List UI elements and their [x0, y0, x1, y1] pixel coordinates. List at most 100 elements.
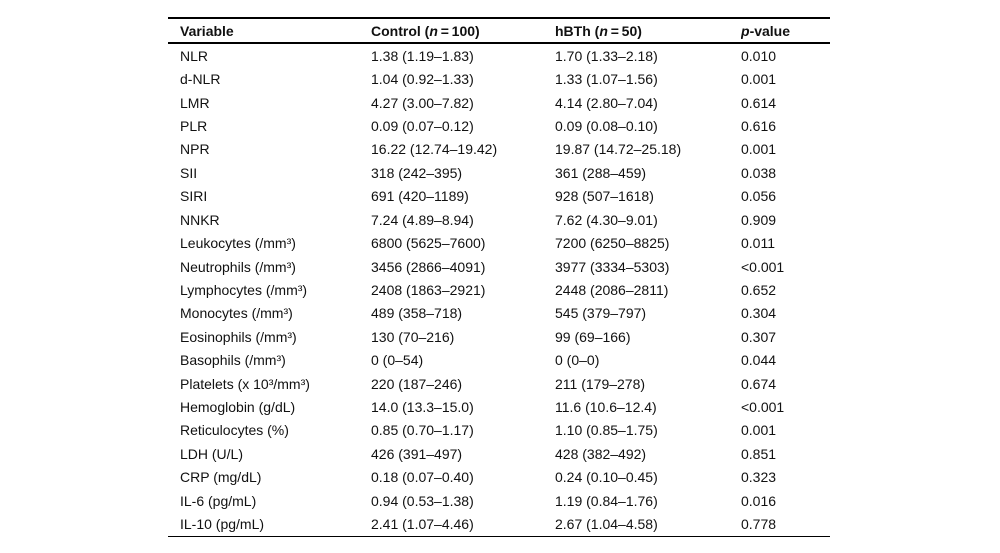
hbth-value-cell: 211 (179–278) — [555, 375, 646, 392]
column-header-variable: Variable — [180, 23, 371, 39]
variable-cell: Reticulocytes (%) — [180, 422, 289, 439]
pvalue-cell: 0.056 — [741, 188, 777, 205]
control-value-cell: 1.38 (1.19–1.83) — [371, 47, 474, 64]
table-row: NPR 16.22 (12.74–19.42) 19.87 (14.72–25.… — [168, 138, 830, 161]
table-row: Hemoglobin (g/dL) 14.0 (13.3–15.0) 11.6 … — [168, 395, 830, 418]
table-row: LMR 4.27 (3.00–7.82) 4.14 (2.80–7.04) 0.… — [168, 91, 830, 114]
table-row: Eosinophils (/mm³) 130 (70–216) 99 (69–1… — [168, 325, 830, 348]
control-value-cell: 130 (70–216) — [371, 328, 455, 345]
pvalue-cell: 0.674 — [741, 375, 777, 392]
control-value-cell: 14.0 (13.3–15.0) — [371, 399, 474, 416]
header-text: hBTh ( — [555, 22, 600, 39]
table-row: CRP (mg/dL) 0.18 (0.07–0.40) 0.24 (0.10–… — [168, 466, 830, 489]
hbth-value-cell: 0.09 (0.08–0.10) — [555, 117, 658, 134]
variable-cell: SIRI — [180, 188, 208, 205]
hbth-value-cell: 545 (379–797) — [555, 305, 647, 322]
table-row: Lymphocytes (/mm³) 2408 (1863–2921) 2448… — [168, 278, 830, 301]
hbth-value-cell: 4.14 (2.80–7.04) — [555, 94, 658, 111]
pvalue-cell: <0.001 — [741, 258, 785, 275]
header-italic-text: n — [599, 22, 608, 39]
hbth-value-cell: 11.6 (10.6–12.4) — [555, 399, 657, 416]
header-text: Control ( — [371, 22, 430, 39]
hbth-value-cell: 7200 (6250–8825) — [555, 235, 670, 252]
hbth-value-cell: 1.10 (0.85–1.75) — [555, 422, 658, 439]
control-value-cell: 7.24 (4.89–8.94) — [371, 211, 474, 228]
table-row: Neutrophils (/mm³) 3456 (2866–4091) 3977… — [168, 255, 830, 278]
column-header-pvalue: p-value — [741, 23, 830, 39]
hbth-value-cell: 0 (0–0) — [555, 352, 600, 369]
control-value-cell: 0.09 (0.07–0.12) — [371, 117, 474, 134]
pvalue-cell: 0.001 — [741, 71, 777, 88]
pvalue-cell: 0.778 — [741, 516, 777, 533]
pvalue-cell: 0.307 — [741, 328, 777, 345]
variable-cell: Leukocytes (/mm³) — [180, 235, 296, 252]
pvalue-cell: 0.016 — [741, 492, 777, 509]
table-row: d-NLR 1.04 (0.92–1.33) 1.33 (1.07–1.56) … — [168, 67, 830, 90]
hbth-value-cell: 1.70 (1.33–2.18) — [555, 47, 658, 64]
variable-cell: LMR — [180, 94, 210, 111]
header-italic-text: n — [429, 22, 438, 39]
pvalue-cell: <0.001 — [741, 399, 785, 416]
pvalue-cell: 0.001 — [741, 141, 777, 158]
variable-cell: Neutrophils (/mm³) — [180, 258, 296, 275]
pvalue-cell: 0.909 — [741, 211, 777, 228]
hbth-value-cell: 361 (288–459) — [555, 164, 647, 181]
table-row: IL-10 (pg/mL) 2.41 (1.07–4.46) 2.67 (1.0… — [168, 512, 830, 535]
variable-cell: CRP (mg/dL) — [180, 469, 262, 486]
hbth-value-cell: 7.62 (4.30–9.01) — [555, 211, 658, 228]
hbth-value-cell: 2448 (2086–2811) — [555, 281, 669, 298]
table-row: Platelets (x 10³/mm³) 220 (187–246) 211 … — [168, 372, 830, 395]
control-value-cell: 1.04 (0.92–1.33) — [371, 71, 474, 88]
control-value-cell: 489 (358–718) — [371, 305, 463, 322]
control-value-cell: 426 (391–497) — [371, 445, 463, 462]
pvalue-cell: 0.001 — [741, 422, 777, 439]
variable-cell: PLR — [180, 117, 208, 134]
variable-cell: IL-10 (pg/mL) — [180, 516, 265, 533]
variable-cell: SII — [180, 164, 198, 181]
variable-cell: NLR — [180, 47, 209, 64]
table-row: IL-6 (pg/mL) 0.94 (0.53–1.38) 1.19 (0.84… — [168, 489, 830, 512]
table-row: SII 318 (242–395) 361 (288–459) 0.038 — [168, 161, 830, 184]
control-value-cell: 318 (242–395) — [371, 164, 463, 181]
header-text: = 100) — [437, 22, 480, 39]
hbth-value-cell: 428 (382–492) — [555, 445, 647, 462]
variable-cell: Eosinophils (/mm³) — [180, 328, 297, 345]
pvalue-cell: 0.616 — [741, 117, 777, 134]
control-value-cell: 3456 (2866–4091) — [371, 258, 486, 275]
variable-cell: NNKR — [180, 211, 220, 228]
hbth-value-cell: 1.19 (0.84–1.76) — [555, 492, 658, 509]
variable-cell: IL-6 (pg/mL) — [180, 492, 257, 509]
variable-cell: LDH (U/L) — [180, 445, 244, 462]
table-body: NLR 1.38 (1.19–1.83) 1.70 (1.33–2.18) 0.… — [168, 44, 830, 537]
table-row: Leukocytes (/mm³) 6800 (5625–7600) 7200 … — [168, 231, 830, 254]
control-value-cell: 16.22 (12.74–19.42) — [371, 141, 498, 158]
table-row: NNKR 7.24 (4.89–8.94) 7.62 (4.30–9.01) 0… — [168, 208, 830, 231]
table-row: Monocytes (/mm³) 489 (358–718) 545 (379–… — [168, 302, 830, 325]
hbth-value-cell: 0.24 (0.10–0.45) — [555, 469, 658, 486]
control-value-cell: 4.27 (3.00–7.82) — [371, 94, 474, 111]
table-row: Basophils (/mm³) 0 (0–54) 0 (0–0) 0.044 — [168, 348, 830, 371]
variable-cell: Monocytes (/mm³) — [180, 305, 293, 322]
header-italic-text: p — [741, 22, 750, 39]
control-value-cell: 6800 (5625–7600) — [371, 235, 486, 252]
header-text: = 50) — [607, 22, 642, 39]
header-text: -value — [749, 22, 791, 39]
hbth-value-cell: 2.67 (1.04–4.58) — [555, 516, 658, 533]
table-header-row: Variable Control (n = 100) hBTh (n = 50)… — [168, 17, 830, 44]
control-value-cell: 220 (187–246) — [371, 375, 463, 392]
table-row: NLR 1.38 (1.19–1.83) 1.70 (1.33–2.18) 0.… — [168, 44, 830, 67]
hbth-value-cell: 99 (69–166) — [555, 328, 631, 345]
control-value-cell: 0.94 (0.53–1.38) — [371, 492, 474, 509]
column-header-hbth: hBTh (n = 50) — [555, 23, 741, 39]
pvalue-cell: 0.011 — [741, 235, 775, 252]
hbth-value-cell: 19.87 (14.72–25.18) — [555, 141, 682, 158]
control-value-cell: 0.18 (0.07–0.40) — [371, 469, 474, 486]
pvalue-cell: 0.044 — [741, 352, 777, 369]
pvalue-cell: 0.038 — [741, 164, 777, 181]
pvalue-cell: 0.614 — [741, 94, 777, 111]
control-value-cell: 691 (420–1189) — [371, 188, 469, 205]
pvalue-cell: 0.851 — [741, 445, 777, 462]
variable-cell: d-NLR — [180, 71, 221, 88]
table-row: SIRI 691 (420–1189) 928 (507–1618) 0.056 — [168, 185, 830, 208]
variable-cell: Lymphocytes (/mm³) — [180, 281, 308, 298]
